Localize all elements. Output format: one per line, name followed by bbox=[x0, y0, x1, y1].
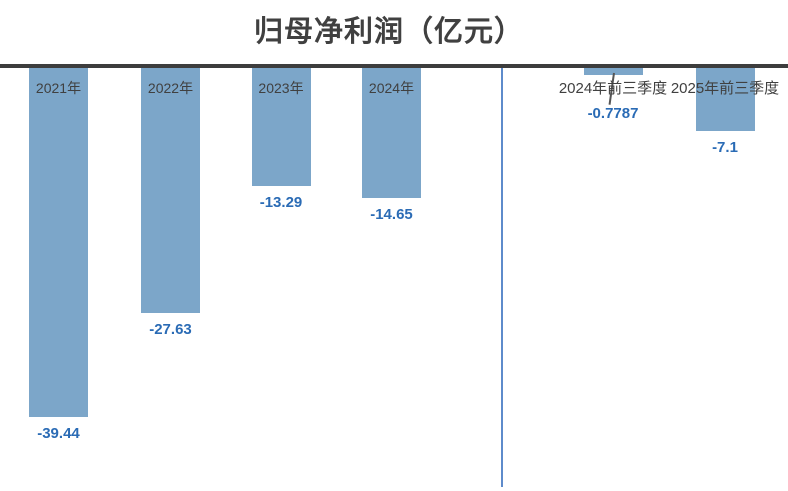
group-divider-line bbox=[501, 68, 503, 487]
value-label: -0.7787 bbox=[587, 105, 639, 122]
category-label: 2022年 bbox=[147, 80, 194, 96]
bar-2024年 bbox=[362, 68, 421, 198]
bar-2022年 bbox=[141, 68, 200, 313]
value-label: -14.65 bbox=[370, 206, 413, 223]
category-label: 2023年 bbox=[258, 80, 304, 96]
bar-2024年前三季度 bbox=[583, 68, 643, 75]
chart-title: 归母净利润（亿元） bbox=[253, 16, 524, 48]
value-label: -27.63 bbox=[149, 321, 192, 338]
category-label: 2024年前三季度 bbox=[558, 80, 668, 97]
value-label: -7.1 bbox=[712, 139, 738, 156]
category-label: 2021年 bbox=[35, 80, 82, 96]
bar-2023年 bbox=[251, 68, 311, 186]
category-label: 2024年 bbox=[368, 80, 415, 96]
bar-2021年 bbox=[29, 68, 88, 417]
category-label: 2025年前三季度 bbox=[670, 80, 780, 97]
value-label: -39.44 bbox=[37, 425, 80, 442]
bar-2025年前三季度 bbox=[695, 68, 755, 131]
zero-axis-line bbox=[0, 64, 788, 68]
value-label: -13.29 bbox=[259, 194, 303, 211]
